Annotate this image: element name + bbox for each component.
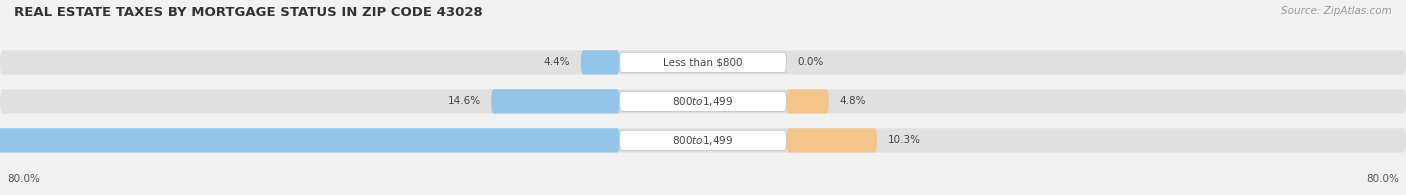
FancyBboxPatch shape (0, 128, 620, 152)
Text: REAL ESTATE TAXES BY MORTGAGE STATUS IN ZIP CODE 43028: REAL ESTATE TAXES BY MORTGAGE STATUS IN … (14, 6, 482, 19)
Text: 0.0%: 0.0% (797, 57, 824, 67)
FancyBboxPatch shape (0, 128, 1406, 152)
FancyBboxPatch shape (0, 89, 1406, 113)
FancyBboxPatch shape (0, 50, 1406, 74)
FancyBboxPatch shape (581, 50, 620, 74)
FancyBboxPatch shape (786, 128, 877, 152)
Text: 14.6%: 14.6% (447, 96, 481, 106)
Text: 80.0%: 80.0% (1367, 174, 1399, 184)
Text: Less than $800: Less than $800 (664, 57, 742, 67)
FancyBboxPatch shape (620, 130, 786, 151)
Text: 4.8%: 4.8% (839, 96, 866, 106)
Text: $800 to $1,499: $800 to $1,499 (672, 134, 734, 147)
FancyBboxPatch shape (620, 91, 786, 112)
Text: 80.0%: 80.0% (7, 174, 39, 184)
FancyBboxPatch shape (491, 89, 620, 113)
Text: 10.3%: 10.3% (887, 135, 921, 145)
FancyBboxPatch shape (620, 52, 786, 73)
FancyBboxPatch shape (786, 89, 828, 113)
Text: 4.4%: 4.4% (544, 57, 571, 67)
Text: Source: ZipAtlas.com: Source: ZipAtlas.com (1281, 6, 1392, 16)
Text: $800 to $1,499: $800 to $1,499 (672, 95, 734, 108)
